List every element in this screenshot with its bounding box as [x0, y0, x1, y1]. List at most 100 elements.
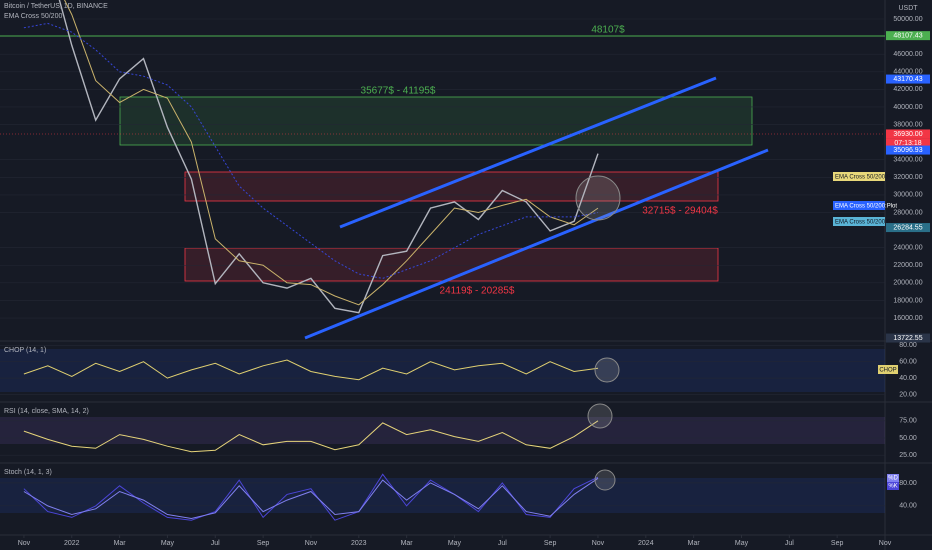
x-tick-label: 2022	[64, 540, 80, 547]
y-tick-label: 75.00	[899, 418, 917, 425]
y-tick-label: 28000.00	[893, 209, 922, 216]
y-tick-label: 60.00	[899, 359, 917, 366]
highlight	[594, 357, 620, 383]
y-tick-label: 24000.00	[893, 245, 922, 252]
countdown-tag	[886, 138, 930, 148]
y-tick-label: 40.00	[899, 503, 917, 510]
axis-tag-label: 43170.43	[893, 76, 922, 83]
symbol-title: Bitcoin / TetherUS, 1D, BINANCE	[4, 3, 108, 10]
pane-title: RSI (14, close, SMA, 14, 2)	[4, 408, 89, 415]
pane-title: Stoch (14, 1, 3)	[4, 469, 52, 476]
plot-label: EMA Cross 50/200:Plot	[835, 175, 897, 181]
pane-tag	[887, 482, 899, 490]
series-line	[23, 473, 599, 521]
currency: USDT	[898, 5, 918, 12]
pane-tag-label: CHOP	[879, 368, 896, 374]
x-tick-label: Nov	[879, 540, 892, 547]
axis-tag	[886, 31, 930, 41]
series-line	[58, 0, 599, 314]
axis-tag-label: 35096.93	[893, 147, 922, 154]
zone	[119, 96, 753, 146]
y-tick-label: 44000.00	[893, 69, 922, 76]
annotation: 35677$ - 41195$	[361, 86, 436, 97]
annotation: 48107$	[591, 25, 625, 36]
price-lines	[23, 0, 599, 314]
band	[0, 417, 885, 444]
x-tick-label: Sep	[257, 540, 270, 547]
plot-tag	[833, 172, 885, 181]
channel-line	[339, 76, 717, 229]
y-tick-label: 16000.00	[893, 315, 922, 322]
plot-label: EMA Cross 50/200:Plot	[835, 204, 897, 210]
plot-tag	[833, 201, 885, 210]
plot-label: EMA Cross 50/200:Plot	[835, 220, 897, 226]
x-tick-label: Mar	[688, 540, 701, 547]
indicator-title: EMA Cross 50/200	[4, 13, 62, 20]
series-line	[23, 359, 599, 381]
band	[0, 349, 885, 392]
y-tick-label: 42000.00	[893, 86, 922, 93]
x-tick-label: May	[735, 540, 749, 547]
series-line	[23, 420, 599, 453]
y-tick-label: 30000.00	[893, 192, 922, 199]
axis-tag	[886, 333, 930, 343]
highlight	[575, 175, 621, 221]
x-tick-label: May	[448, 540, 462, 547]
x-tick-label: Sep	[544, 540, 557, 547]
x-tick-label: Mar	[114, 540, 127, 547]
highlight	[587, 403, 613, 429]
axis-tag	[886, 74, 930, 84]
series-line	[64, 0, 599, 306]
y-tick-label: 25.00	[899, 452, 917, 459]
y-tick-label: 20000.00	[893, 280, 922, 287]
countdown: 07:13:18	[894, 140, 921, 147]
x-tick-label: Nov	[305, 540, 318, 547]
zone	[184, 171, 719, 202]
zone	[184, 247, 719, 282]
series-line	[23, 22, 599, 279]
x-tick-label: Mar	[401, 540, 414, 547]
annotation: 32715$ - 29404$	[642, 206, 718, 217]
x-tick-label: Sep	[831, 540, 844, 547]
y-tick-label: 46000.00	[893, 51, 922, 58]
axis-tag-label: 13722.55	[893, 335, 922, 342]
y-tick-label: 50.00	[899, 435, 917, 442]
axis-tag	[886, 129, 930, 139]
y-tick-label: 50000.00	[893, 16, 922, 23]
x-tick-label: Jul	[785, 540, 794, 547]
y-tick-label: 40.00	[899, 375, 917, 382]
pane-tag-label: %D	[888, 476, 898, 482]
x-tick-label: May	[161, 540, 175, 547]
annotation: 24119$ - 20285$	[440, 286, 515, 297]
y-tick-label: 40000.00	[893, 104, 922, 111]
x-tick-label: Jul	[211, 540, 220, 547]
x-tick-label: 2024	[638, 540, 654, 547]
x-tick-label: Jul	[498, 540, 507, 547]
y-tick-label: 18000.00	[893, 297, 922, 304]
axis-tag-label: 36930.00	[893, 131, 922, 138]
plot-tag	[833, 217, 885, 226]
axis-tag	[886, 223, 930, 233]
pane-tag	[878, 365, 898, 374]
channel-line	[304, 148, 769, 340]
x-tick-label: 2023	[351, 540, 367, 547]
band	[0, 478, 885, 513]
y-tick-label: 80.00	[899, 342, 917, 349]
pane-tag	[887, 474, 899, 482]
y-tick-label: 80.00	[899, 480, 917, 487]
x-tick-label: Nov	[18, 540, 31, 547]
y-tick-label: 32000.00	[893, 174, 922, 181]
y-tick-label: 38000.00	[893, 121, 922, 128]
axis-tag-label: 26284.55	[893, 224, 922, 231]
y-tick-label: 22000.00	[893, 262, 922, 269]
highlight	[594, 469, 616, 491]
y-tick-label: 34000.00	[893, 157, 922, 164]
pane-tag-label: %K	[888, 484, 897, 490]
x-tick-label: Nov	[592, 540, 605, 547]
series-line	[23, 477, 599, 520]
axis-tag	[886, 145, 930, 155]
y-tick-label: 20.00	[899, 391, 917, 398]
axis-tag-label: 48107.43	[893, 32, 922, 39]
